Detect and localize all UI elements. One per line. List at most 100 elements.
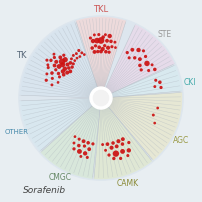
Point <box>73 135 77 138</box>
Point <box>137 48 140 52</box>
Point <box>88 147 91 151</box>
Point <box>73 59 76 62</box>
Point <box>82 140 85 143</box>
Point <box>66 63 69 66</box>
Point <box>153 68 156 71</box>
Point <box>53 56 56 59</box>
Point <box>70 65 74 69</box>
Text: OTHER: OTHER <box>5 129 29 135</box>
Point <box>115 145 118 148</box>
Point <box>110 146 113 149</box>
Point <box>50 83 54 86</box>
Point <box>90 46 94 50</box>
Point <box>53 64 56 67</box>
Point <box>121 138 124 141</box>
Point <box>72 62 75 65</box>
Wedge shape <box>94 98 152 179</box>
Point <box>77 49 80 52</box>
Point <box>63 67 66 70</box>
Point <box>121 150 124 153</box>
Wedge shape <box>20 21 101 98</box>
Point <box>58 65 61 68</box>
Point <box>45 79 48 82</box>
Text: STE: STE <box>157 30 171 39</box>
Point <box>103 44 106 47</box>
Point <box>104 50 107 53</box>
Point <box>113 41 117 44</box>
Point <box>70 57 73 60</box>
Point <box>60 60 64 63</box>
Point <box>67 66 70 70</box>
Point <box>59 56 62 59</box>
Point <box>72 147 76 150</box>
Point <box>133 56 136 59</box>
Point <box>102 36 105 39</box>
Text: AGC: AGC <box>173 136 189 145</box>
Point <box>50 72 54 75</box>
Point <box>78 150 81 153</box>
Point <box>52 53 56 56</box>
Wedge shape <box>101 24 175 98</box>
Point <box>58 75 61 79</box>
Point <box>154 79 157 82</box>
Wedge shape <box>101 92 182 160</box>
Point <box>77 144 80 147</box>
Point <box>83 144 86 148</box>
Point <box>99 39 103 42</box>
Point <box>97 33 100 36</box>
Wedge shape <box>20 98 101 151</box>
Point <box>127 141 130 144</box>
Point <box>69 70 72 73</box>
Point <box>138 58 142 61</box>
Point <box>64 58 67 61</box>
Point <box>75 57 79 60</box>
Point <box>106 46 110 49</box>
Point <box>147 69 150 72</box>
Point <box>101 143 104 146</box>
Point <box>49 59 53 62</box>
Point <box>47 66 50 69</box>
Wedge shape <box>76 17 126 98</box>
Point <box>69 61 72 64</box>
Point <box>80 51 83 55</box>
Point <box>104 33 107 36</box>
Point <box>158 81 161 84</box>
Point <box>109 40 113 43</box>
Point <box>61 63 64 66</box>
Circle shape <box>90 87 112 109</box>
Point <box>101 47 104 50</box>
Point <box>61 70 64 73</box>
Point <box>144 55 147 58</box>
Text: CKI: CKI <box>184 78 197 87</box>
Point <box>83 53 86 56</box>
Point <box>112 141 115 145</box>
Point <box>62 73 65 76</box>
Point <box>94 44 97 47</box>
Point <box>56 81 60 84</box>
Wedge shape <box>101 65 182 98</box>
Point <box>72 54 75 57</box>
Point <box>55 60 58 63</box>
Point <box>153 85 156 88</box>
Point <box>93 50 96 54</box>
Point <box>89 36 92 40</box>
Point <box>107 50 111 54</box>
Point <box>114 46 117 49</box>
Point <box>119 157 122 160</box>
Point <box>156 106 159 110</box>
Point <box>110 45 114 48</box>
Point <box>142 49 145 53</box>
Point <box>138 64 142 67</box>
Point <box>131 48 134 51</box>
Circle shape <box>93 90 109 106</box>
Point <box>45 72 48 76</box>
Point <box>86 156 89 159</box>
Point <box>66 71 69 74</box>
Wedge shape <box>41 98 101 179</box>
Point <box>91 142 95 145</box>
Text: TK: TK <box>17 52 27 60</box>
Point <box>106 143 109 146</box>
Point <box>114 152 118 155</box>
Text: TKL: TKL <box>94 5 108 14</box>
Text: CAMK: CAMK <box>116 179 138 188</box>
